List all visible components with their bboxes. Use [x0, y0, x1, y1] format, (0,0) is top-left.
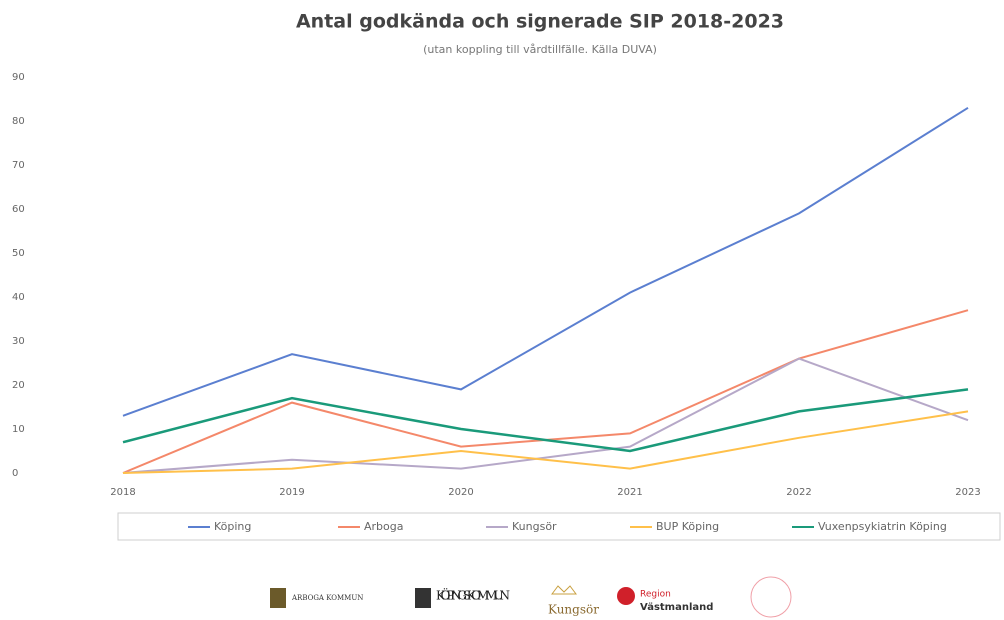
- y-tick-label: 50: [12, 248, 25, 259]
- logo-icon: [617, 587, 635, 605]
- legend-label: Köping: [214, 520, 251, 533]
- y-tick-label: 40: [12, 292, 25, 303]
- legend-label: Kungsör: [512, 520, 557, 533]
- chart-subtitle: (utan koppling till vårdtillfälle. Källa…: [423, 43, 657, 56]
- x-tick-label: 2022: [786, 487, 811, 498]
- logo-text: KÖPINGS KOMMUN: [436, 587, 510, 603]
- x-tick-label: 2023: [955, 487, 980, 498]
- legend-box: [117, 512, 1001, 541]
- logo-icon: [750, 576, 792, 618]
- y-tick-label: 0: [12, 468, 18, 479]
- logo-text: Kungsör: [548, 603, 599, 617]
- logo-icon: [270, 588, 286, 608]
- legend-label: Arboga: [364, 520, 403, 533]
- x-tick-label: 2018: [110, 487, 135, 498]
- legend-label: BUP Köping: [656, 520, 719, 533]
- y-tick-label: 70: [12, 160, 25, 171]
- legend-label: Vuxenpsykiatrin Köping: [818, 520, 947, 533]
- line-series: [122, 357, 969, 474]
- y-tick-label: 30: [12, 336, 25, 347]
- logo-icon: [415, 588, 431, 608]
- y-tick-label: 10: [12, 424, 25, 435]
- y-tick-label: 20: [12, 380, 25, 391]
- y-tick-label: 60: [12, 204, 25, 215]
- line-series: [122, 388, 969, 453]
- x-tick-label: 2019: [279, 487, 304, 498]
- line-series: [122, 410, 969, 474]
- x-tick-label: 2021: [617, 487, 642, 498]
- y-tick-label: 80: [12, 116, 25, 127]
- chart-title: Antal godkända och signerade SIP 2018-20…: [296, 11, 784, 33]
- line-series: [122, 309, 969, 474]
- logo-text: Västmanland: [640, 602, 713, 613]
- logo-text: Region: [640, 590, 671, 600]
- logo-text: ARBOGA KOMMUN: [291, 594, 363, 602]
- line-series: [122, 106, 969, 417]
- y-tick-label: 90: [12, 72, 25, 83]
- logos: ARBOGA KOMMUN KÖPINGS KOMMUN Kungsör Reg…: [270, 576, 792, 618]
- x-tick-label: 2020: [448, 487, 473, 498]
- logo-icon: [551, 585, 577, 595]
